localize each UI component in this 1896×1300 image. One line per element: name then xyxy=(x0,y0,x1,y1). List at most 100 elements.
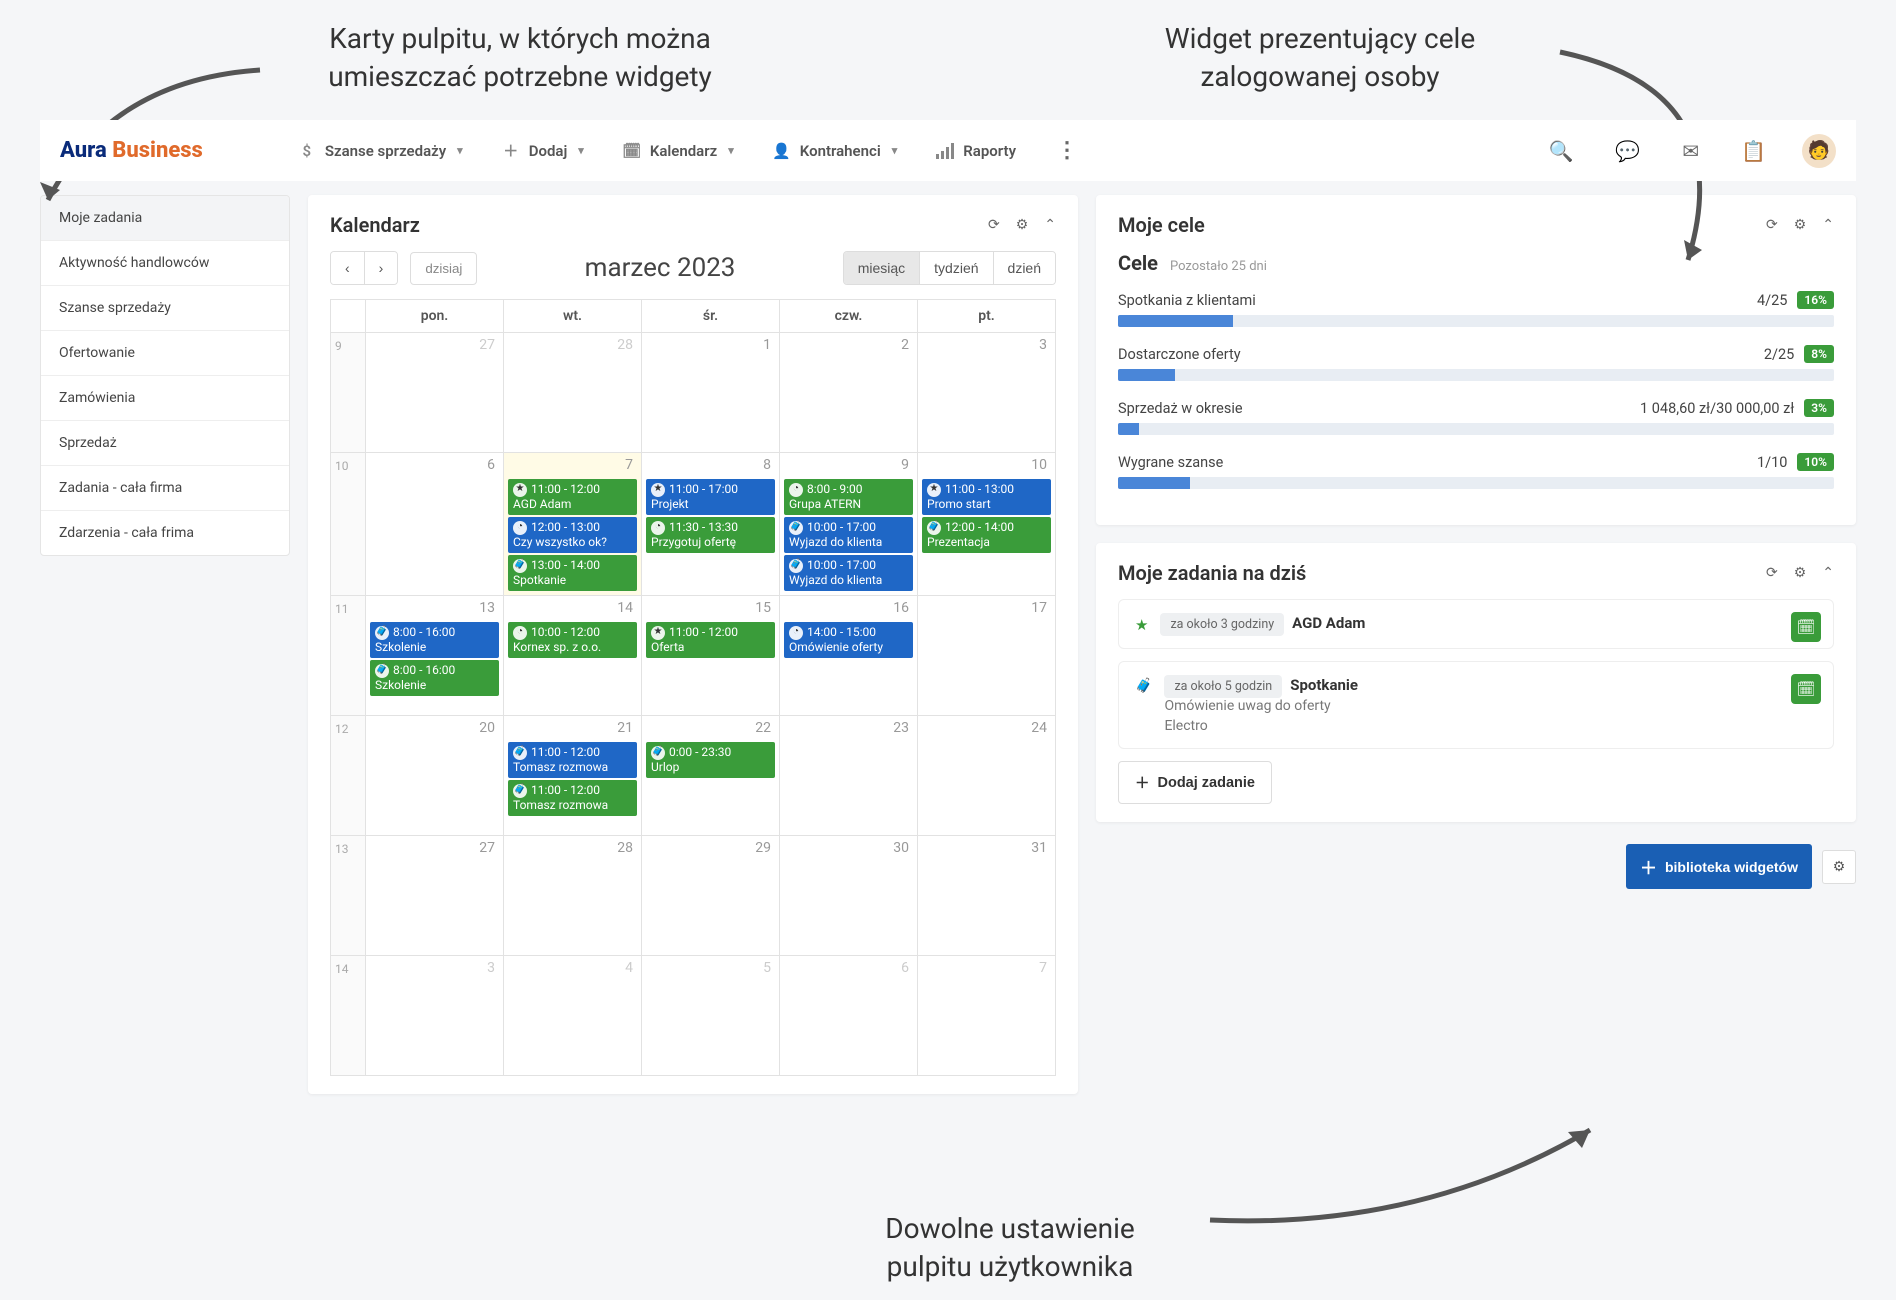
mail-icon[interactable]: ✉ xyxy=(1676,133,1705,169)
calendar-cell[interactable]: 28 xyxy=(503,836,641,955)
calendar-cell[interactable]: 15★11:00 - 12:00Oferta xyxy=(641,596,779,715)
sidebar-item[interactable]: Zadania - cała firma xyxy=(41,466,289,511)
calendar-cell[interactable]: 3 xyxy=(365,956,503,1075)
calendar-event[interactable]: ★11:00 - 12:00AGD Adam xyxy=(508,479,637,515)
clock-icon: ◔ xyxy=(513,626,527,640)
gear-icon[interactable]: ⚙ xyxy=(1794,565,1807,581)
task-card[interactable]: ★za około 3 godzinyAGD Adam🗓 xyxy=(1118,599,1834,649)
calendar-event[interactable]: ◔14:00 - 15:00Omówienie oferty xyxy=(784,622,913,658)
avatar[interactable]: 🧑 xyxy=(1802,134,1836,168)
calendar-event[interactable]: 🧳13:00 - 14:00Spotkanie xyxy=(508,555,637,591)
sidebar-item[interactable]: Zdarzenia - cała frima xyxy=(41,511,289,555)
collapse-icon[interactable]: ⌃ xyxy=(1822,565,1834,581)
calendar-event[interactable]: 🧳12:00 - 14:00Prezentacja xyxy=(922,517,1051,553)
gear-icon[interactable]: ⚙ xyxy=(1794,217,1807,233)
calendar-cell[interactable]: 29 xyxy=(641,836,779,955)
task-complete-button[interactable]: 🗓 xyxy=(1791,674,1821,704)
cal-prev-button[interactable]: ‹ xyxy=(331,252,364,284)
task-card[interactable]: 🧳za około 5 godzinSpotkanieOmówienie uwa… xyxy=(1118,661,1834,749)
add-task-button[interactable]: ＋Dodaj zadanie xyxy=(1118,761,1272,804)
calendar-cell[interactable]: 9◔8:00 - 9:00Grupa ATERN🧳10:00 - 17:00Wy… xyxy=(779,453,917,595)
calendar-cell[interactable]: 23 xyxy=(779,716,917,835)
more-icon[interactable]: ⋮ xyxy=(1050,132,1084,169)
cal-view-month[interactable]: miesiąc xyxy=(844,252,919,284)
calendar-cell[interactable]: 7 xyxy=(917,956,1055,1075)
nav-raporty[interactable]: Raporty xyxy=(931,136,1020,166)
goal-badge: 3% xyxy=(1804,399,1834,417)
collapse-icon[interactable]: ⌃ xyxy=(1044,217,1056,233)
calendar-cell[interactable]: 27 xyxy=(365,836,503,955)
calendar-cell[interactable]: 13🧳8:00 - 16:00Szkolenie🧳8:00 - 16:00Szk… xyxy=(365,596,503,715)
chat-icon[interactable]: 💬 xyxy=(1609,133,1646,169)
search-icon[interactable]: 🔍 xyxy=(1543,133,1580,169)
goal-value: 4/25 xyxy=(1757,292,1787,309)
cal-view-day[interactable]: dzień xyxy=(993,252,1055,284)
calendar-cell[interactable]: 2 xyxy=(779,333,917,452)
calendar-event[interactable]: ◔11:30 - 13:30Przygotuj ofertę xyxy=(646,517,775,553)
refresh-icon[interactable]: ⟳ xyxy=(988,217,1000,233)
calendar-event[interactable]: ◔12:00 - 13:00Czy wszystko ok? xyxy=(508,517,637,553)
sidebar-item[interactable]: Moje zadania xyxy=(41,196,289,241)
calendar-event[interactable]: 🧳8:00 - 16:00Szkolenie xyxy=(370,622,499,658)
calendar-cell[interactable]: 22🧳0:00 - 23:30Urlop xyxy=(641,716,779,835)
task-title: Spotkanie xyxy=(1290,676,1358,694)
calendar-cell[interactable]: 28 xyxy=(503,333,641,452)
calendar-event[interactable]: 🧳0:00 - 23:30Urlop xyxy=(646,742,775,778)
goal-badge: 10% xyxy=(1797,453,1834,471)
calendar-cell[interactable]: 30 xyxy=(779,836,917,955)
calendar-cell[interactable]: 20 xyxy=(365,716,503,835)
refresh-icon[interactable]: ⟳ xyxy=(1766,565,1778,581)
calendar-title: Kalendarz xyxy=(330,213,988,237)
sidebar-item[interactable]: Zamówienia xyxy=(41,376,289,421)
collapse-icon[interactable]: ⌃ xyxy=(1822,217,1834,233)
calendar-cell[interactable]: 6 xyxy=(365,453,503,595)
calendar-event[interactable]: ★11:00 - 13:00Promo start xyxy=(922,479,1051,515)
calendar-event[interactable]: 🧳11:00 - 12:00Tomasz rozmowa xyxy=(508,742,637,778)
calendar-cell[interactable]: 14◔10:00 - 12:00Kornex sp. z o.o. xyxy=(503,596,641,715)
refresh-icon[interactable]: ⟳ xyxy=(1766,217,1778,233)
gear-icon[interactable]: ⚙ xyxy=(1016,217,1029,233)
calendar-cell[interactable]: 10★11:00 - 13:00Promo start🧳12:00 - 14:0… xyxy=(917,453,1055,595)
task-time-pill: za około 5 godzin xyxy=(1164,675,1282,698)
cal-day-header: śr. xyxy=(641,300,779,332)
clipboard-icon[interactable]: 📋 xyxy=(1735,133,1772,169)
calendar-cell[interactable]: 7★11:00 - 12:00AGD Adam◔12:00 - 13:00Czy… xyxy=(503,453,641,595)
task-complete-button[interactable]: 🗓 xyxy=(1791,612,1821,642)
brief-icon: 🧳 xyxy=(789,559,803,573)
calendar-cell[interactable]: 17 xyxy=(917,596,1055,715)
calendar-cell[interactable]: 3 xyxy=(917,333,1055,452)
calendar-cell[interactable]: 27 xyxy=(365,333,503,452)
calendar-event[interactable]: ★11:00 - 12:00Oferta xyxy=(646,622,775,658)
settings-button[interactable]: ⚙ xyxy=(1822,850,1856,884)
nav-dodaj[interactable]: ＋Dodaj▾ xyxy=(497,134,588,167)
calendar-cell[interactable]: 21🧳11:00 - 12:00Tomasz rozmowa🧳11:00 - 1… xyxy=(503,716,641,835)
sidebar-item[interactable]: Aktywność handlowców xyxy=(41,241,289,286)
calendar-cell[interactable]: 6 xyxy=(779,956,917,1075)
calendar-event[interactable]: 🧳11:00 - 12:00Tomasz rozmowa xyxy=(508,780,637,816)
calendar-cell[interactable]: 8★11:00 - 17:00Projekt◔11:30 - 13:30Przy… xyxy=(641,453,779,595)
calendar-event[interactable]: ◔8:00 - 9:00Grupa ATERN xyxy=(784,479,913,515)
cal-today-button[interactable]: dzisiaj xyxy=(410,252,477,285)
calendar-event[interactable]: ★11:00 - 17:00Projekt xyxy=(646,479,775,515)
cal-next-button[interactable]: › xyxy=(364,252,398,284)
calendar-cell[interactable]: 4 xyxy=(503,956,641,1075)
sidebar-item[interactable]: Szanse sprzedaży xyxy=(41,286,289,331)
calendar-event[interactable]: ◔10:00 - 12:00Kornex sp. z o.o. xyxy=(508,622,637,658)
calendar-cell[interactable]: 5 xyxy=(641,956,779,1075)
nav-szanse[interactable]: $Szanse sprzedaży▾ xyxy=(293,136,467,166)
calendar-cell[interactable]: 31 xyxy=(917,836,1055,955)
calendar-cell[interactable]: 16◔14:00 - 15:00Omówienie oferty xyxy=(779,596,917,715)
widget-library-button[interactable]: ＋biblioteka widgetów xyxy=(1626,844,1812,889)
calendar-cell[interactable]: 24 xyxy=(917,716,1055,835)
calendar-event[interactable]: 🧳8:00 - 16:00Szkolenie xyxy=(370,660,499,696)
calendar-cell[interactable]: 1 xyxy=(641,333,779,452)
nav-kalendarz[interactable]: 🗓Kalendarz▾ xyxy=(618,136,738,166)
task-time-pill: za około 3 godziny xyxy=(1160,613,1284,636)
calendar-event[interactable]: 🧳10:00 - 17:00Wyjazd do klienta xyxy=(784,517,913,553)
sidebar-item[interactable]: Ofertowanie xyxy=(41,331,289,376)
nav-kontrahenci[interactable]: 👤Kontrahenci▾ xyxy=(768,136,902,166)
cal-view-week[interactable]: tydzień xyxy=(919,252,992,284)
sidebar-item[interactable]: Sprzedaż xyxy=(41,421,289,466)
person-icon: 👤 xyxy=(772,142,792,160)
calendar-event[interactable]: 🧳10:00 - 17:00Wyjazd do klienta xyxy=(784,555,913,591)
